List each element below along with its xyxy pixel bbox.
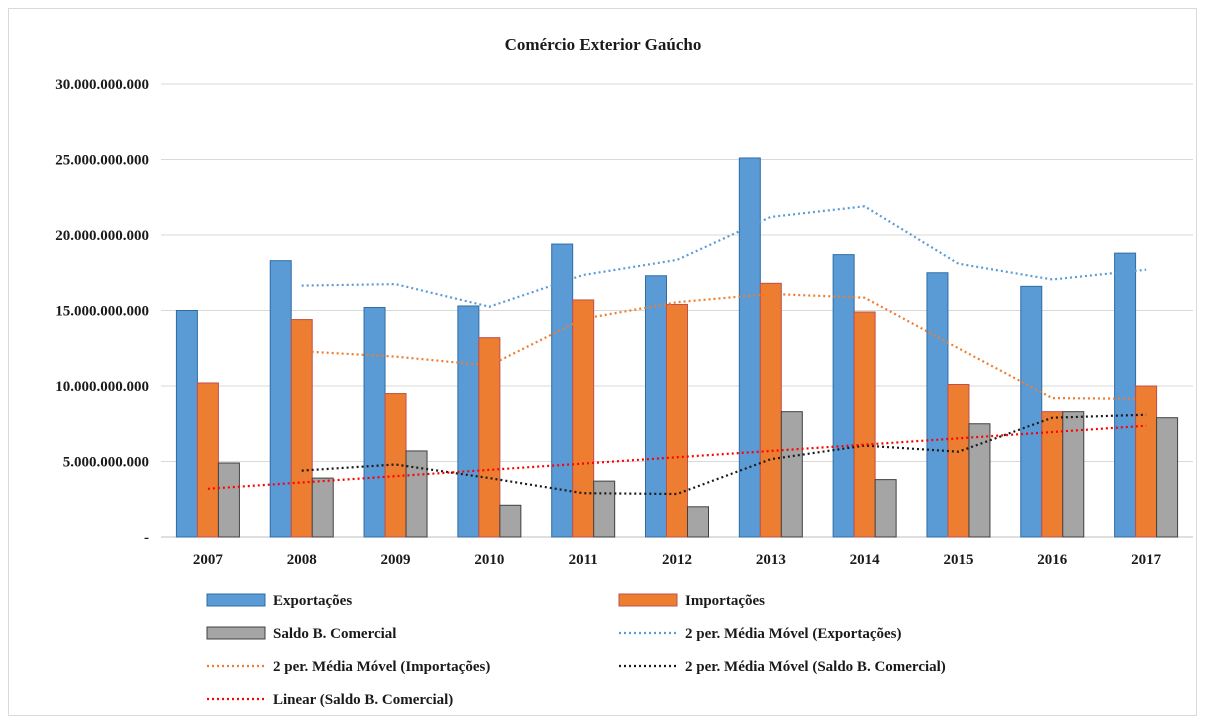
importacoes-bar (759, 282, 782, 538)
legend-label: Exportações (273, 593, 352, 609)
saldo-bar (780, 411, 803, 538)
legend-label: Saldo B. Comercial (273, 626, 396, 642)
exportacoes-bar (457, 305, 480, 538)
importacoes-bar (478, 337, 501, 538)
legend-swatch (206, 626, 266, 640)
exportacoes-bar (269, 260, 292, 538)
importacoes-bar (853, 311, 876, 538)
y-tick-label: 30.000.000.000 (55, 77, 149, 93)
x-tick-label: 2008 (287, 552, 317, 568)
chart-svg: Comércio Exterior Gaúcho - 5.000.000.000 1… (55, 35, 1193, 708)
legend-swatch (206, 593, 266, 607)
importacoes-bar (572, 299, 595, 538)
exportacoes-bar (175, 310, 198, 538)
x-tick-label: 2014 (850, 552, 881, 568)
x-tick-label: 2009 (381, 552, 411, 568)
y-tick-label: 5.000.000.000 (63, 455, 149, 471)
x-tick-label: 2007 (193, 552, 224, 568)
saldo-bar (499, 504, 522, 538)
importacoes-bar (1135, 385, 1158, 538)
exportacoes-bar (1114, 252, 1137, 538)
legend: Exportações Importações Saldo B. Comercial… (206, 593, 946, 708)
x-tick-label: 2010 (474, 552, 504, 568)
importacoes-bar (947, 383, 970, 538)
chart-frame: Comércio Exterior Gaúcho - 5.000.000.000 1… (8, 8, 1197, 716)
saldo-bar (874, 479, 897, 538)
saldo-bar (1062, 411, 1085, 538)
exportacoes-bar (738, 157, 761, 538)
legend-swatch (618, 593, 678, 607)
legend-label: Importações (685, 593, 765, 609)
legend-label: 2 per. Média Móvel (Exportações) (685, 626, 901, 642)
x-axis-ticks: 2007 2008 2009 2010 2011 2012 2013 2014 2015 2016… (193, 552, 1162, 568)
y-tick-label: - (144, 530, 149, 546)
x-tick-label: 2011 (569, 552, 598, 568)
importacoes-bar (1041, 411, 1064, 538)
x-tick-label: 2015 (943, 552, 973, 568)
x-tick-label: 2012 (662, 552, 692, 568)
chart-title: Comércio Exterior Gaúcho (505, 35, 702, 54)
y-tick-label: 10.000.000.000 (55, 379, 149, 395)
x-tick-label: 2017 (1131, 552, 1162, 568)
saldo-bar (405, 450, 428, 538)
saldo-bar (968, 423, 991, 538)
y-tick-label: 20.000.000.000 (55, 228, 149, 244)
exportacoes-bar (1020, 285, 1043, 538)
legend-label: Linear (Saldo B. Comercial) (273, 692, 453, 708)
x-tick-label: 2016 (1037, 552, 1068, 568)
importacoes-bar (290, 319, 313, 538)
y-tick-label: 25.000.000.000 (55, 153, 149, 169)
exportacoes-bar (551, 243, 574, 538)
saldo-bar (687, 506, 709, 538)
importacoes-bar (666, 303, 688, 538)
importacoes-bar (196, 382, 219, 538)
x-tick-label: 2013 (756, 552, 786, 568)
saldo-bar (217, 462, 240, 538)
saldo-bar (1156, 417, 1179, 538)
moving-average-importacoes (301, 292, 1147, 400)
trendline-layer (207, 205, 1147, 496)
exportacoes-bar (645, 275, 667, 538)
legend-label: 2 per. Média Móvel (Importações) (273, 659, 490, 675)
moving-average-saldo (301, 413, 1147, 496)
legend-label: 2 per. Média Móvel (Saldo B. Comercial) (685, 659, 946, 675)
bar-layer (175, 157, 1179, 538)
saldo-bar (593, 480, 616, 538)
y-axis-ticks: - 5.000.000.000 10.000.000.000 15.000.000.0… (55, 77, 149, 546)
moving-average-exportacoes (301, 205, 1147, 308)
linear-trend-saldo (207, 424, 1147, 490)
exportacoes-bar (926, 272, 949, 538)
exportacoes-bar (363, 306, 386, 538)
saldo-bar (311, 477, 334, 538)
y-tick-label: 15.000.000.000 (55, 304, 149, 320)
